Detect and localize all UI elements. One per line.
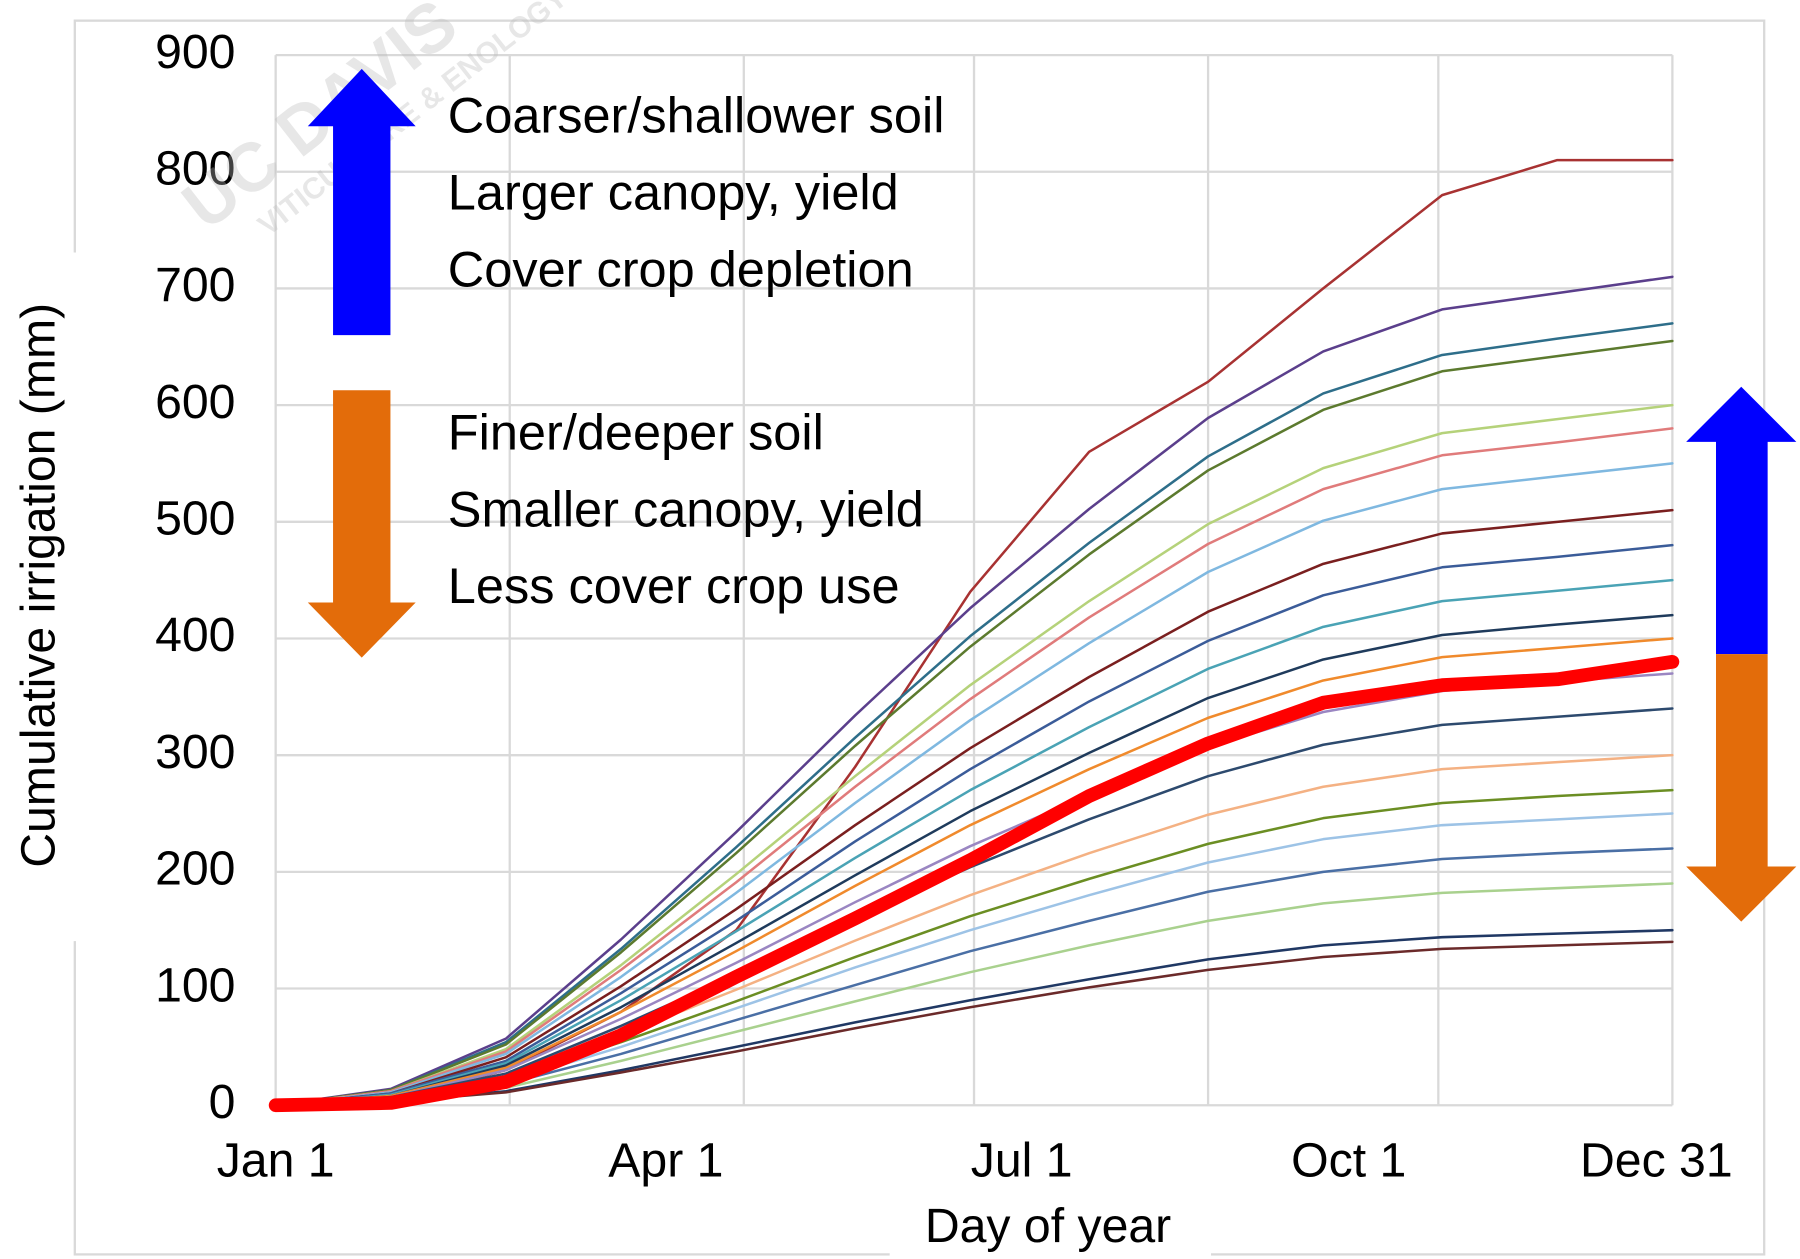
y-tick-label: 400	[155, 608, 235, 662]
y-tick-label: 900	[155, 25, 235, 79]
series-line	[274, 427, 1674, 1107]
x-tick-label: Oct 1	[1291, 1133, 1406, 1187]
annotation: Less cover crop use	[448, 557, 900, 614]
series-lines	[268, 158, 1680, 1113]
ylabel-bg	[9, 252, 79, 942]
y-tick-label: 600	[155, 375, 235, 429]
x-axis-label: Day of year	[925, 1199, 1171, 1253]
series-line	[274, 275, 1674, 1107]
x-tick-label: Dec 31	[1580, 1133, 1733, 1187]
down-arrow	[307, 390, 416, 658]
series-line	[274, 543, 1674, 1107]
series-line	[274, 462, 1674, 1107]
series-line	[274, 339, 1674, 1107]
y-tick-label: 800	[155, 142, 235, 196]
series-line	[274, 613, 1674, 1107]
y-tick-label: 500	[155, 492, 235, 546]
annotation: Larger canopy, yield	[448, 164, 899, 221]
y-tick-label: 100	[155, 958, 235, 1012]
tick-label-bg	[126, 960, 247, 1017]
series-line	[274, 508, 1674, 1107]
grid	[274, 53, 1674, 1107]
tick-label-bg	[126, 844, 247, 900]
series-line	[274, 578, 1674, 1107]
tick-label-bg	[126, 27, 247, 83]
series-line	[274, 637, 1674, 1107]
tick-label-bg	[126, 1077, 247, 1133]
series-line	[268, 654, 1680, 1113]
annotation: Coarser/shallower soil	[448, 87, 945, 144]
tick-label-bg	[126, 377, 247, 433]
y-tick-label: 700	[155, 258, 235, 312]
tick-label-bg	[126, 494, 247, 550]
annotation: Smaller canopy, yield	[448, 480, 924, 537]
tick-label-bg	[126, 144, 247, 200]
series-line	[274, 940, 1674, 1107]
series-line	[274, 322, 1674, 1107]
up-arrow	[307, 68, 416, 336]
xlabel-bg	[889, 1199, 1212, 1257]
x-tick-label: Jan 1	[217, 1133, 335, 1187]
labels: 0 100 200 300 400 500 600 700 800 900 Jan 1 Apr 1 Ju…	[126, 25, 1733, 1187]
y-tick-label: 0	[209, 1075, 236, 1129]
y-axis-label: Cumulative irrigation (mm)	[11, 303, 65, 868]
annotations: Coarser/shallower soil Larger canopy, yi…	[448, 87, 945, 615]
tick-label-bg	[126, 260, 247, 316]
x-tick-label: Jul 1	[971, 1133, 1073, 1187]
annotation: Cover crop depletion	[448, 240, 914, 297]
tick-label-bg	[126, 610, 247, 667]
series-line	[274, 403, 1674, 1107]
tick-label-bg	[126, 727, 247, 783]
x-tick-label: Apr 1	[608, 1133, 723, 1187]
annotation: Finer/deeper soil	[448, 403, 824, 460]
down-arrow	[1686, 654, 1797, 922]
y-tick-label: 300	[155, 725, 235, 779]
y-tick-label: 200	[155, 842, 235, 896]
up-arrow	[1686, 386, 1797, 655]
